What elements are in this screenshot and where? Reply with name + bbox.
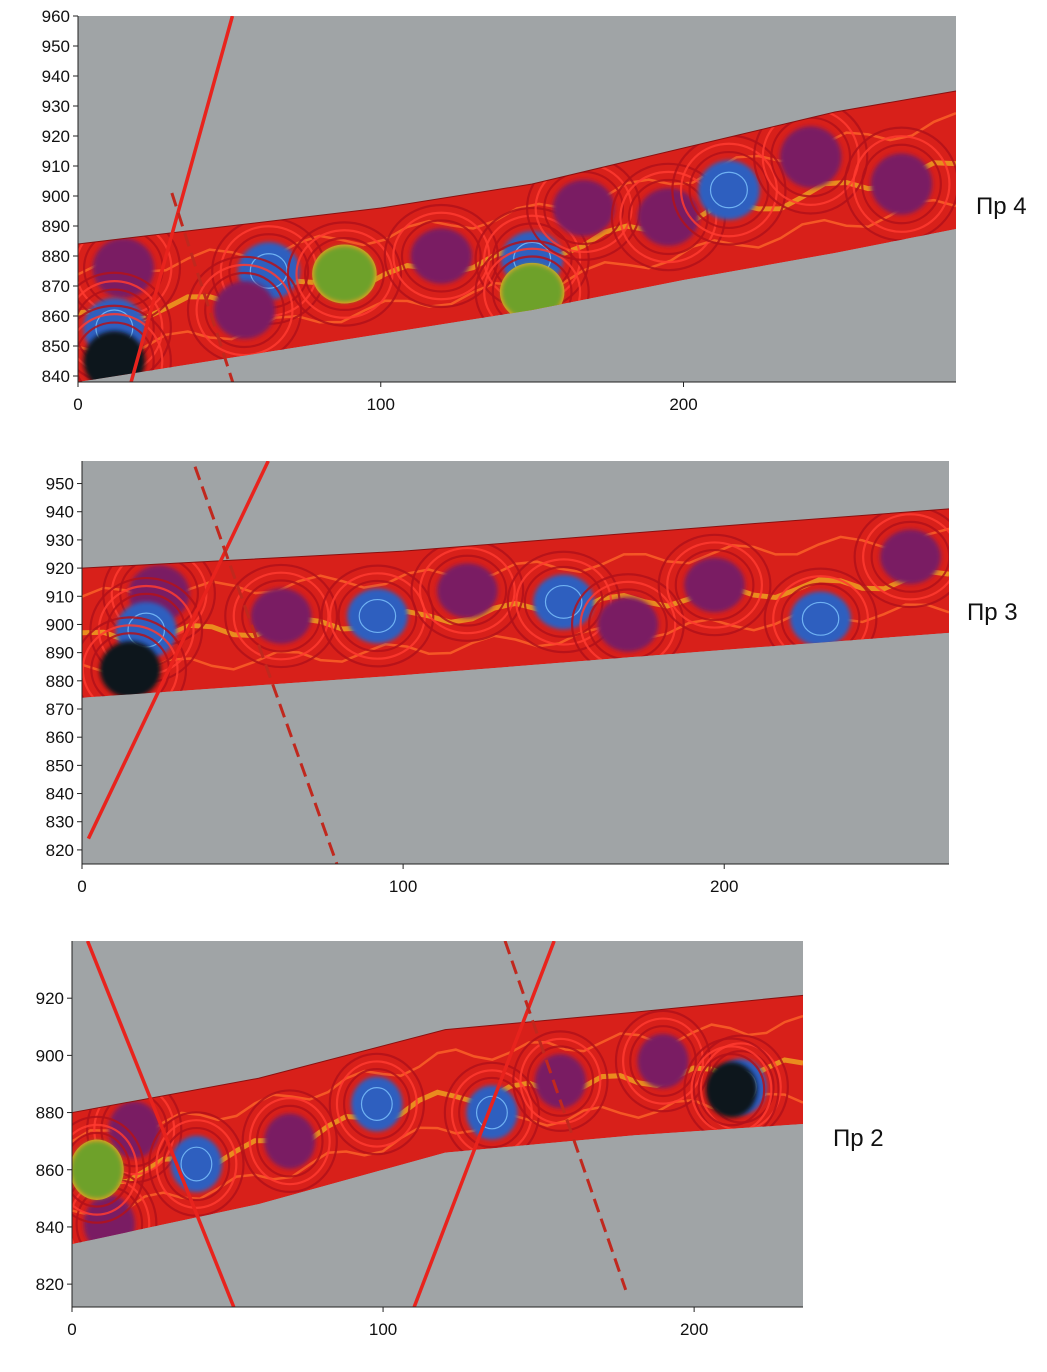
y-tick-label: 840 [46, 785, 74, 804]
section-top-edge [81, 508, 950, 569]
y-tick-label: 880 [42, 247, 70, 266]
fault-line-dashed [503, 941, 628, 1291]
anomaly-mid [286, 221, 403, 327]
y-tick-label: 880 [46, 672, 74, 691]
section-top-edge [77, 90, 957, 245]
y-tick-label: 910 [42, 157, 70, 176]
y-tick-label: 900 [46, 615, 74, 634]
y-tick-label: 870 [42, 277, 70, 296]
y-tick-label: 900 [36, 1046, 64, 1065]
anomaly-low [671, 134, 787, 246]
section-fill [72, 995, 803, 1245]
anomaly-high [843, 126, 956, 242]
y-tick-label: 840 [36, 1218, 64, 1237]
x-tick-label: 100 [369, 1320, 397, 1339]
profile-panel-1: 840 850 860 870 880 890 900 910 920 930 940 950 960 0… [42, 7, 1027, 414]
fault-lines [86, 461, 339, 864]
y-tick-label: 890 [42, 217, 70, 236]
anomaly-high [241, 1089, 338, 1193]
y-tick-label: 940 [42, 67, 70, 86]
contour-streak [72, 1092, 803, 1220]
y-tick-label: 890 [46, 644, 74, 663]
anomaly-mid [72, 1115, 146, 1224]
y-tick-label: 950 [46, 475, 74, 494]
anomaly-high [512, 1030, 609, 1132]
x-tick-label: 0 [73, 395, 82, 414]
y-tick-label: 950 [42, 37, 70, 56]
profile-label: Пр 2 [833, 1125, 884, 1152]
anomaly-high [186, 255, 303, 365]
profile-panel-2: 820 830 840 850 860 870 880 890 900 910 920 930 940 9… [46, 461, 1018, 896]
anomaly-high [614, 1009, 712, 1113]
contour-streak [72, 1014, 803, 1143]
y-tick-label: 920 [42, 127, 70, 146]
y-tick-label: 920 [46, 559, 74, 578]
profile-label: Пр 4 [976, 193, 1027, 220]
y-tick-label: 930 [46, 531, 74, 550]
x-tick-label: 0 [77, 877, 86, 896]
anomaly-low [328, 1052, 426, 1156]
y-tick-label: 930 [42, 97, 70, 116]
anomaly-mid [474, 239, 590, 345]
y-tick-label: 830 [46, 813, 74, 832]
fault-line-solid [129, 16, 235, 382]
fault-line-solid [85, 941, 236, 1307]
y-tick-label: 880 [36, 1104, 64, 1123]
y-tick-label: 850 [42, 337, 70, 356]
y-tick-label: 840 [42, 367, 70, 386]
x-tick-label: 200 [680, 1320, 708, 1339]
y-tick-label: 940 [46, 503, 74, 522]
profile-label: Пр 3 [967, 599, 1018, 626]
fault-line-solid [86, 461, 270, 840]
y-tick-label: 960 [42, 7, 70, 26]
y-tick-label: 870 [46, 700, 74, 719]
section-band [72, 995, 803, 1245]
y-tick-label: 860 [42, 307, 70, 326]
y-tick-label: 910 [46, 587, 74, 606]
y-tick-label: 860 [46, 728, 74, 747]
anomaly-high [853, 508, 949, 609]
panels-layer: 840 850 860 870 880 890 900 910 920 930 940 950 960 0… [36, 7, 1027, 1339]
x-tick-label: 200 [669, 395, 697, 414]
fault-lines [85, 941, 628, 1307]
anomaly-low [320, 564, 435, 668]
section-band [78, 91, 956, 382]
profile-panel-3: 820 840 860 880 900 920 0 100 200 Пр 2 [36, 941, 884, 1339]
section-top-edge [71, 994, 804, 1114]
anomaly-high [410, 539, 525, 642]
anomaly-low [443, 1061, 541, 1164]
anomaly-high [224, 563, 339, 669]
y-tick-label: 860 [36, 1161, 64, 1180]
fault-line-dashed [170, 192, 235, 382]
anomaly-deep-low [683, 1037, 780, 1142]
x-tick-label: 200 [710, 877, 738, 896]
y-tick-label: 900 [42, 187, 70, 206]
x-tick-label: 100 [389, 877, 417, 896]
y-tick-label: 850 [46, 756, 74, 775]
x-tick-label: 0 [67, 1320, 76, 1339]
anomaly-high [383, 203, 499, 309]
x-tick-label: 100 [367, 395, 395, 414]
y-tick-label: 820 [46, 841, 74, 860]
y-tick-label: 920 [36, 989, 64, 1008]
anomaly-high [657, 533, 772, 637]
y-tick-label: 820 [36, 1275, 64, 1294]
fault-lines [129, 16, 235, 382]
fault-line-solid [412, 941, 556, 1307]
